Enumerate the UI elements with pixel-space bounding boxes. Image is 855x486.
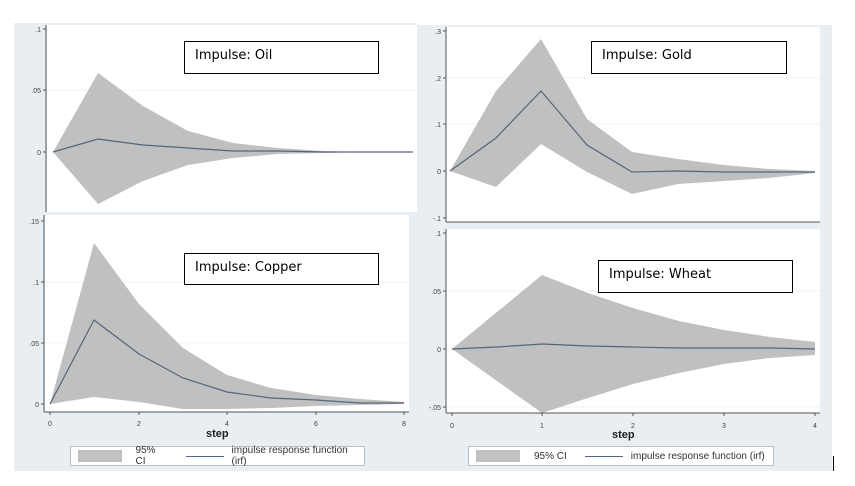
- svg-text:.1: .1: [33, 280, 39, 287]
- irf-line-swatch: [584, 455, 623, 457]
- svg-text:2: 2: [631, 423, 635, 430]
- svg-text:.05: .05: [31, 88, 41, 95]
- legend-irf-label: impulse response function (irf): [630, 450, 765, 462]
- svg-text:.2: .2: [435, 76, 441, 83]
- irf-line-swatch: [185, 455, 224, 457]
- ci-swatch: [476, 450, 520, 462]
- svg-text:.1: .1: [435, 122, 441, 129]
- gold-chart: .3 .2 .1 0 -.1: [433, 27, 820, 223]
- copper-chart: .15 .1 .05 0 0 2 4 6 8: [29, 215, 409, 428]
- ci-swatch: [78, 450, 122, 462]
- text-cursor: [833, 456, 834, 471]
- svg-text:0: 0: [437, 169, 441, 176]
- svg-text:0: 0: [450, 423, 454, 430]
- svg-text:6: 6: [314, 421, 318, 428]
- svg-text:.15: .15: [29, 219, 39, 226]
- svg-text:.1: .1: [435, 231, 441, 238]
- right-legend: 95% CI impulse response function (irf): [468, 446, 774, 466]
- legend-ci-label: 95% CI: [534, 450, 567, 462]
- gold-irf-line: [449, 90, 815, 173]
- svg-text:0: 0: [35, 402, 39, 409]
- copper-impulse-label: Impulse: Copper: [184, 253, 379, 285]
- svg-text:.05: .05: [431, 289, 441, 296]
- wheat-x-axis-label: step: [612, 429, 635, 441]
- svg-text:.1: .1: [35, 27, 41, 34]
- left-legend: 95% CI impulse response function (irf): [70, 445, 365, 467]
- svg-text:2: 2: [137, 421, 141, 428]
- svg-text:.3: .3: [435, 29, 441, 36]
- oil-irf-line: [52, 138, 413, 153]
- svg-text:3: 3: [722, 423, 726, 430]
- oil-impulse-label: Impulse: Oil: [184, 41, 379, 74]
- svg-text:1: 1: [540, 423, 544, 430]
- svg-text:-.1: -.1: [433, 216, 441, 223]
- svg-text:4: 4: [225, 421, 229, 428]
- gold-ci-band: [450, 39, 815, 194]
- wheat-irf-line: [451, 343, 816, 350]
- svg-text:0: 0: [48, 421, 52, 428]
- svg-text:4: 4: [813, 423, 817, 430]
- svg-text:-.05: -.05: [429, 405, 441, 412]
- gold-impulse-label: Impulse: Gold: [591, 41, 787, 74]
- wheat-ci-band: [452, 275, 815, 413]
- svg-text:.05: .05: [29, 341, 39, 348]
- copper-irf-line: [49, 319, 404, 405]
- legend-ci-label: 95% CI: [135, 445, 156, 467]
- oil-chart: .1 .05 0: [31, 25, 417, 212]
- wheat-impulse-label: Impulse: Wheat: [598, 260, 793, 293]
- svg-text:8: 8: [402, 421, 406, 428]
- svg-text:0: 0: [437, 347, 441, 354]
- oil-ci-band: [53, 73, 413, 204]
- copper-ci-band: [50, 243, 404, 409]
- wheat-chart: .1 .05 0 -.05 0 1 2 3 4: [429, 229, 820, 430]
- svg-text:0: 0: [37, 150, 41, 157]
- copper-x-axis-label: step: [206, 428, 229, 440]
- legend-irf-label: impulse response function (irf): [231, 445, 348, 467]
